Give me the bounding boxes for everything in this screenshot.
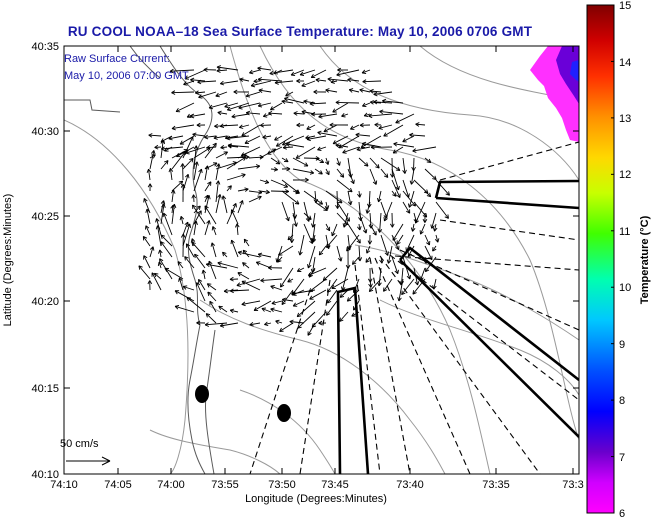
colorbar-tick-label: 15	[619, 0, 631, 12]
x-axis-title: Longitude (Degrees:Minutes)	[245, 493, 387, 505]
annotation-line-2: May 10, 2006 07:00 GMT	[64, 70, 189, 82]
y-tick-label: 40:20	[31, 296, 59, 308]
sst-data-patch	[530, 46, 579, 142]
scale-arrow	[66, 456, 111, 466]
x-tick-label: 73:35	[482, 479, 510, 491]
y-tick-label: 40:10	[31, 469, 59, 481]
colorbar-tick-label: 9	[619, 339, 625, 351]
x-tick-label: 74:10	[50, 479, 78, 491]
x-tick-label: 73:45	[321, 479, 349, 491]
x-axis-ticks	[63, 46, 574, 474]
x-tick-label: 74:00	[157, 479, 185, 491]
colorbar-tick-label: 6	[619, 508, 625, 519]
station-marker	[277, 404, 291, 422]
colorbar-gradient	[586, 4, 615, 514]
x-tick-label: 73:3	[562, 479, 583, 491]
x-tick-label: 73:50	[268, 479, 296, 491]
colorbar-tick-label: 13	[619, 113, 631, 125]
x-tick-label: 73:55	[211, 479, 239, 491]
radial-lines	[249, 141, 579, 474]
y-axis-labels: 40:35 40:30 40:25 40:20 40:15 40:10	[31, 41, 59, 481]
y-axis-ticks	[64, 45, 579, 475]
x-tick-label: 74:05	[104, 479, 132, 491]
annotation-line-1: Raw Surface Current:	[64, 53, 170, 65]
colorbar-title: Temperature (°C)	[639, 215, 651, 304]
bathymetry-contours	[64, 46, 579, 474]
y-tick-label: 40:35	[31, 41, 59, 53]
y-tick-label: 40:25	[31, 211, 59, 223]
colorbar-tick-label: 8	[619, 395, 625, 407]
y-tick-label: 40:30	[31, 126, 59, 138]
map-title: RU COOL NOAA–18 Sea Surface Temperature:…	[67, 24, 533, 39]
plot-area	[64, 46, 579, 474]
coastline	[64, 46, 216, 474]
colorbar-tick-label: 14	[619, 57, 631, 69]
station-marker	[195, 385, 209, 403]
surface-current-vectors	[138, 65, 450, 336]
y-axis-title: Latitude (Degrees:Minutes)	[2, 194, 14, 327]
colorbar-tick-label: 7	[619, 452, 625, 464]
colorbar-tick-label: 11	[619, 226, 630, 238]
x-tick-label: 73:40	[396, 479, 424, 491]
x-axis-labels: 74:10 74:05 74:00 73:55 73:50 73:45 73:4…	[50, 479, 583, 491]
plot-border	[63, 45, 580, 475]
scale-label: 50 cm/s	[60, 438, 99, 450]
colorbar-tick-label: 10	[619, 282, 631, 294]
temperature-colorbar: 15 14 13 12 11 10 9 8 7 6 Temperature (°…	[586, 0, 651, 519]
beam-outlines	[336, 179, 579, 474]
colorbar-tick-label: 12	[619, 169, 631, 181]
y-tick-label: 40:15	[31, 383, 59, 395]
